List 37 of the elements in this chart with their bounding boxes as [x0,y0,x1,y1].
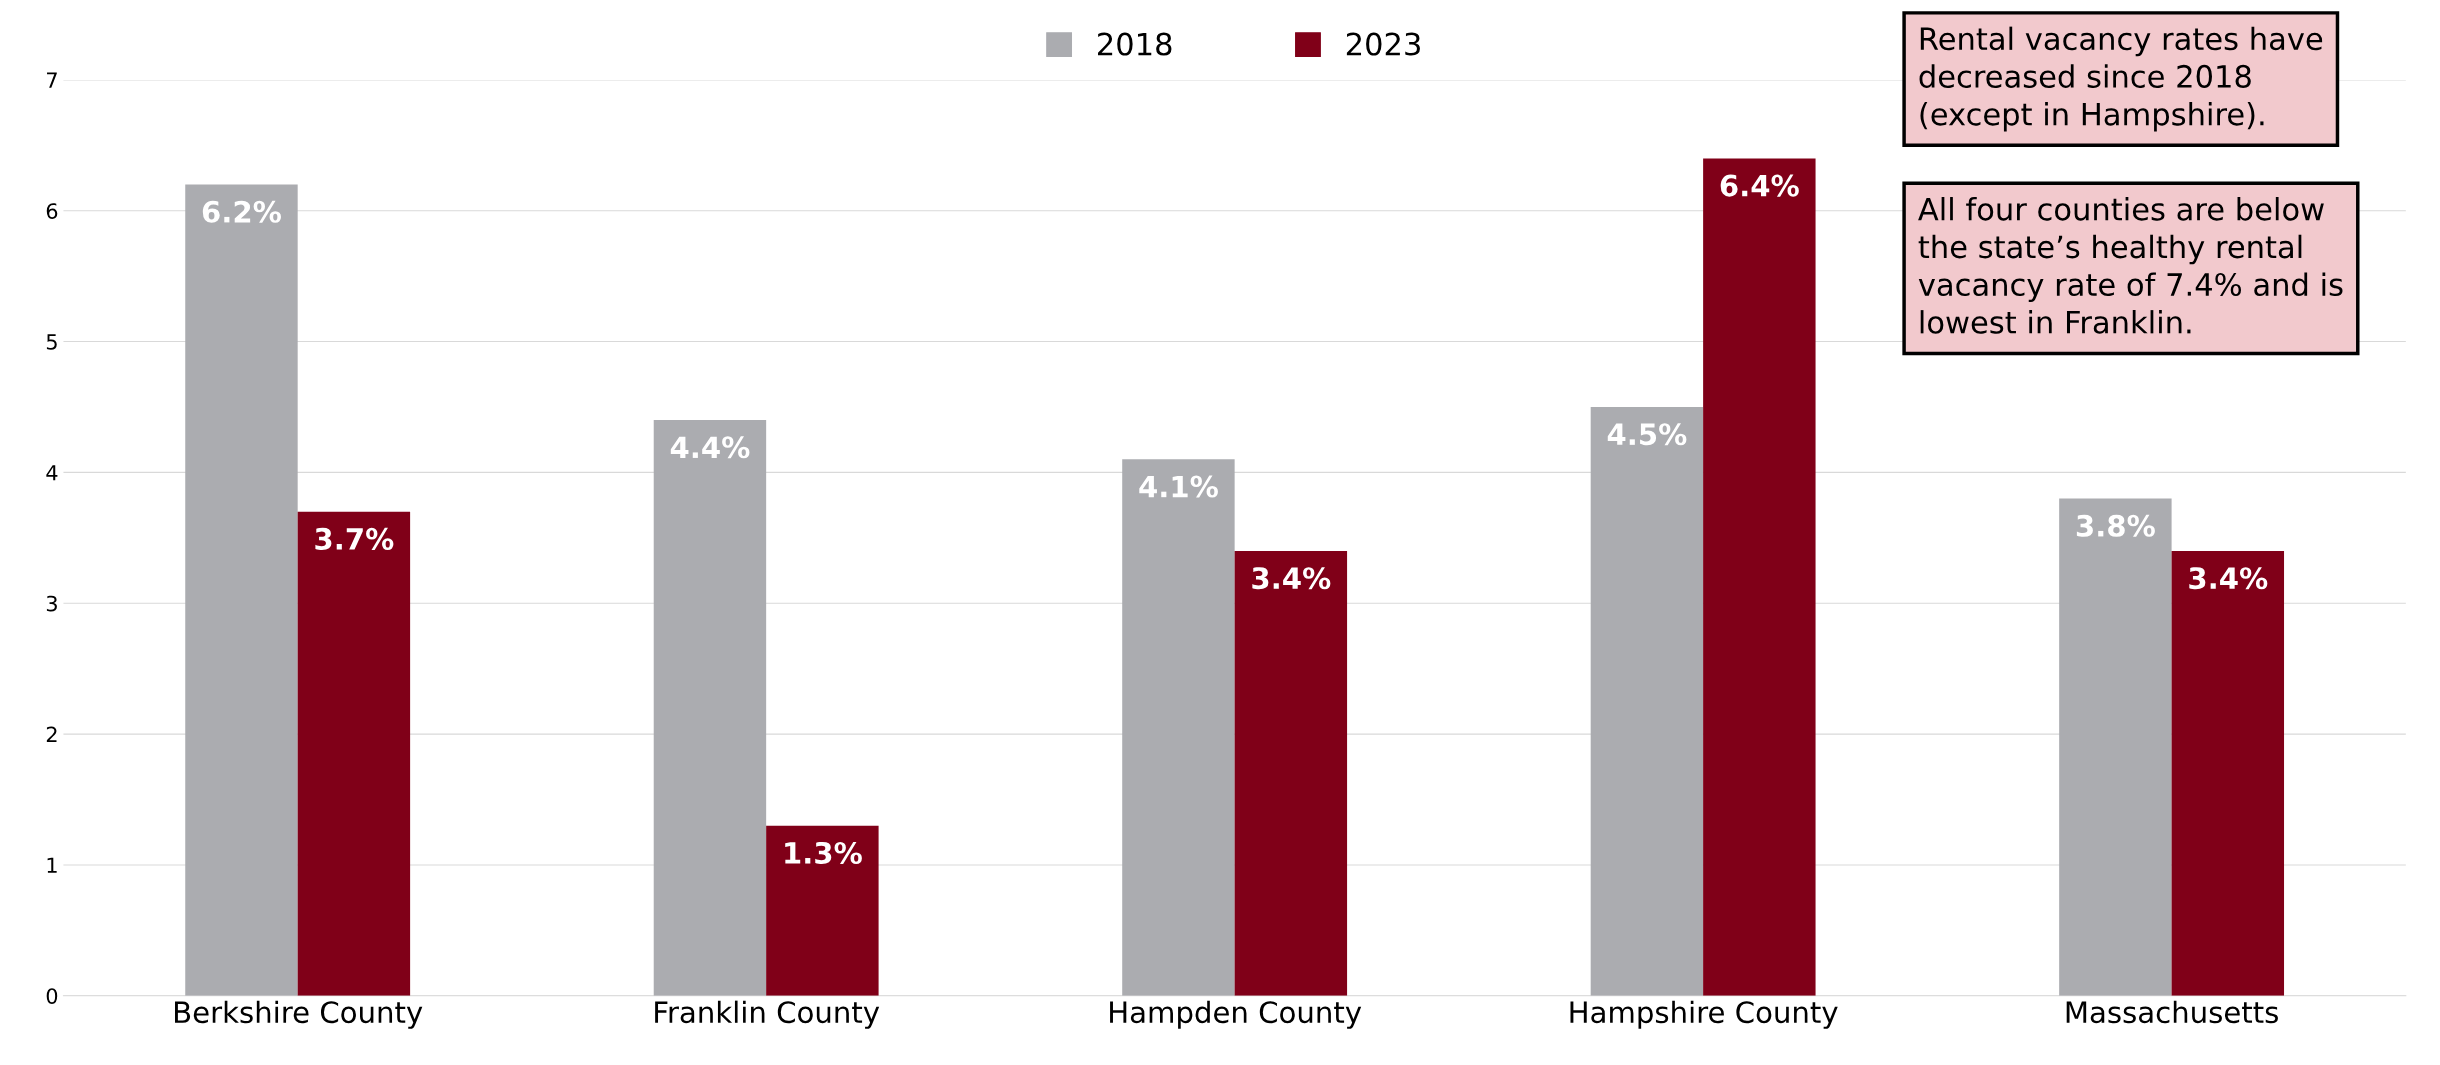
data-label: 3.4% [1252,567,1331,590]
legend-label: 2023 [1346,32,1420,56]
annotation: All four counties are below the state’s healthy rental vacancy rate of 7.4% and is lowest in Franklin. [1918,197,2343,334]
data-label: 4.1% [1139,475,1218,498]
y-tick-label: 4 [46,465,58,481]
y-tick-label: 0 [46,988,58,1004]
legend-label: 2018 [1098,32,1172,56]
x-tick-label: Berkshire County [175,1000,423,1029]
y-tick-label: 2 [46,726,57,742]
data-label: 3.4% [2189,567,2268,590]
bar [2171,550,2285,996]
bar [766,825,879,996]
data-label: 3.8% [2076,514,2155,537]
bar [1703,158,1816,996]
y-tick-label: 1 [47,857,57,873]
y-tick-label: 5 [46,334,57,350]
data-label: 6.2% [202,200,281,223]
data-label: 1.3% [785,841,862,864]
data-label: 6.4% [1720,174,1799,197]
y-tick-label: 6 [46,203,58,219]
x-tick-label: Hampshire County [1570,1000,1838,1029]
bar [1122,459,1235,996]
bar [185,184,298,996]
x-tick-label: Hampden County [1110,1000,1362,1029]
bar [1234,550,1348,996]
bar [1590,406,1704,996]
x-tick-label: Franklin County [655,1000,880,1029]
annotation: Rental vacancy rates have decreased since 2018 (except in Hampshire). [1919,26,2323,132]
data-label: 3.7% [315,527,394,550]
y-tick-label: 3 [46,595,57,612]
bar [653,420,767,996]
bar [2059,498,2172,996]
x-tick-label: Massachusetts [2066,1000,2278,1024]
data-label: 4.4% [670,436,750,459]
bar [297,511,411,996]
y-tick-label: 7 [47,72,57,88]
data-label: 4.5% [1607,423,1687,446]
